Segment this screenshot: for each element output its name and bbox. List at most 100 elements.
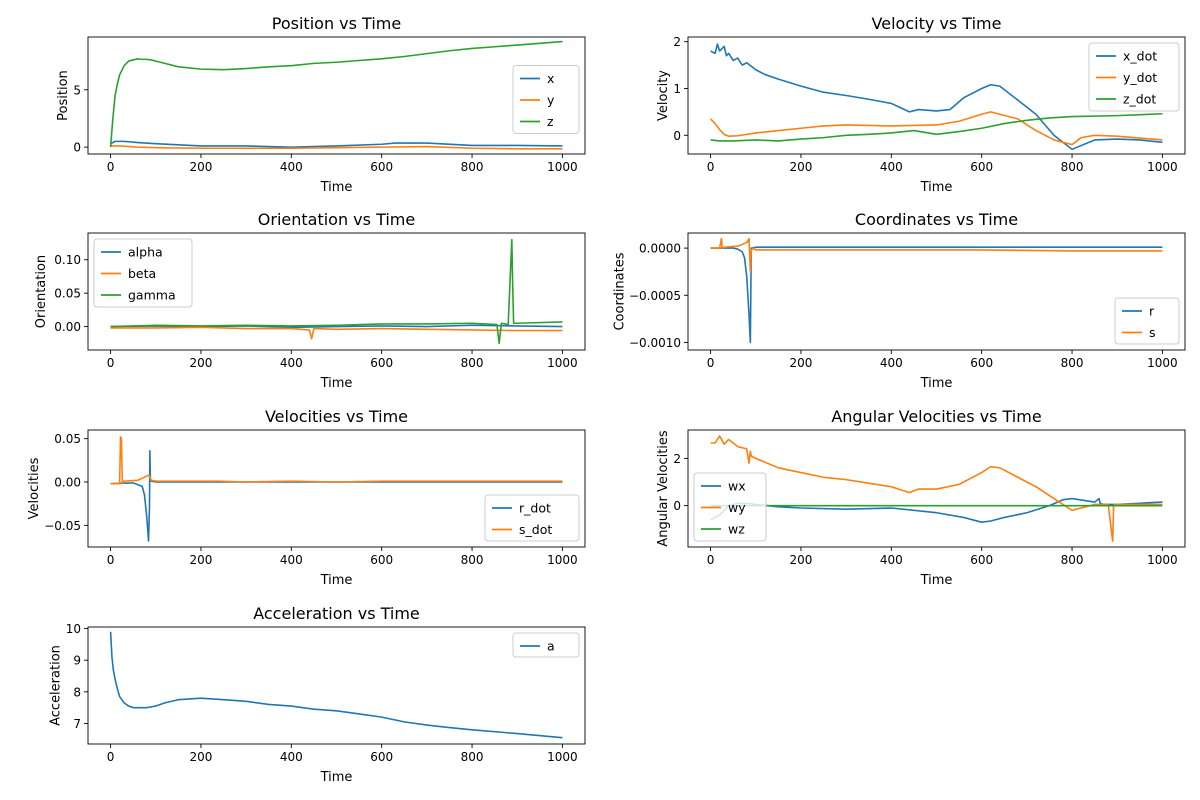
- legend-entry: r_dot: [519, 501, 551, 516]
- x-tick-label: 600: [370, 553, 393, 567]
- series-line-x: [110, 140, 563, 148]
- y-tick-label: 2: [673, 452, 681, 466]
- legend-entry: z_dot: [1123, 92, 1156, 107]
- legend-box: [512, 65, 580, 134]
- chart-5: Angular Velocities vs Time 0 200 400 600 800 1…: [656, 407, 1186, 588]
- x-tick-label: 800: [1061, 356, 1084, 370]
- x-tick-label: 400: [880, 160, 903, 174]
- legend-entry: y: [547, 93, 555, 108]
- x-tick-label: 200: [790, 356, 813, 370]
- x-tick-label: 0: [107, 553, 115, 567]
- legend: a: [512, 632, 580, 658]
- x-tick-label: 1000: [1147, 356, 1178, 370]
- y-tick-label: 0: [673, 129, 681, 143]
- chart-2: Orientation vs Time 0 200 400 600 800 1000 0.00…: [34, 210, 586, 391]
- x-tick-label: 600: [970, 553, 993, 567]
- y-tick-label: 0: [73, 141, 81, 155]
- series-line-a: [109, 631, 563, 739]
- x-tick-label: 400: [880, 356, 903, 370]
- x-tick-label: 1000: [547, 160, 578, 174]
- x-tick-label: 600: [370, 356, 393, 370]
- x-axis-label: Time: [320, 376, 353, 391]
- x-tick-label: 600: [970, 160, 993, 174]
- x-tick-label: 400: [280, 750, 303, 764]
- y-tick-label: 7: [73, 717, 81, 731]
- x-tick-label: 0: [707, 553, 715, 567]
- series-line-y_dot: [710, 111, 1163, 146]
- x-axis-label: Time: [920, 180, 953, 195]
- chart-title: Orientation vs Time: [258, 210, 415, 229]
- series-line-z: [109, 40, 563, 148]
- y-axis-label: Position: [56, 70, 71, 121]
- x-tick-label: 0: [707, 160, 715, 174]
- plot-frame: [687, 36, 1186, 155]
- series-line-x_dot: [710, 43, 1163, 151]
- y-tick-label: −0.05: [44, 519, 81, 533]
- y-axis-label: Coordinates: [613, 252, 628, 330]
- legend: rs: [1114, 297, 1180, 345]
- plot-frame: [87, 626, 586, 745]
- series-line-beta: [110, 326, 563, 340]
- series-line-wy: [710, 435, 1163, 542]
- y-tick-label: 1: [673, 82, 681, 96]
- x-tick-label: 200: [790, 553, 813, 567]
- x-tick-label: 1000: [1147, 553, 1178, 567]
- y-axis-label: Velocity: [656, 70, 671, 121]
- legend-entry: alpha: [128, 245, 163, 260]
- chart-title: Acceleration vs Time: [253, 604, 420, 623]
- legend-entry: wy: [728, 500, 746, 515]
- legend-entry: beta: [128, 266, 156, 281]
- x-tick-label: 400: [280, 160, 303, 174]
- legend-box: [1088, 42, 1180, 112]
- series-line-gamma: [110, 238, 563, 345]
- x-tick-label: 800: [461, 160, 484, 174]
- y-tick-label: 0.00: [54, 320, 81, 334]
- legend-entry: z: [547, 114, 554, 129]
- legend-entry: r: [1149, 304, 1155, 319]
- y-tick-label: 9: [73, 654, 81, 668]
- series-line-s: [710, 237, 1163, 273]
- legend-box: [693, 472, 767, 542]
- legend: x_dot y_dot z_dot: [1088, 42, 1180, 112]
- x-tick-label: 200: [190, 160, 213, 174]
- legend-box: [512, 632, 580, 658]
- series-line-s_dot: [110, 436, 563, 485]
- plot-frame: [87, 232, 586, 351]
- series-line-wx: [710, 497, 1163, 523]
- legend-entry: y_dot: [1123, 70, 1157, 85]
- x-tick-label: 600: [370, 160, 393, 174]
- x-tick-label: 0: [107, 356, 115, 370]
- x-tick-label: 200: [790, 160, 813, 174]
- y-tick-label: 2: [673, 35, 681, 49]
- y-tick-label: 0.0000: [639, 242, 681, 256]
- legend-entry: x: [547, 71, 554, 86]
- x-tick-label: 400: [280, 553, 303, 567]
- x-tick-label: 600: [370, 750, 393, 764]
- legend-entry: wz: [728, 522, 745, 537]
- x-tick-label: 0: [707, 356, 715, 370]
- chart-title: Coordinates vs Time: [855, 210, 1018, 229]
- x-tick-label: 200: [190, 750, 213, 764]
- x-axis-label: Time: [920, 573, 953, 588]
- legend: r_dot s_dot: [484, 494, 580, 542]
- x-tick-label: 200: [190, 356, 213, 370]
- series-line-r: [710, 246, 1163, 344]
- x-tick-label: 0: [107, 160, 115, 174]
- x-tick-label: 800: [461, 750, 484, 764]
- legend-entry: gamma: [128, 288, 176, 303]
- x-axis-label: Time: [920, 376, 953, 391]
- y-tick-label: 10: [66, 622, 81, 636]
- legend-entry: s: [1149, 325, 1156, 340]
- y-tick-label: 5: [73, 83, 81, 97]
- y-tick-label: 0.05: [54, 432, 81, 446]
- x-tick-label: 600: [970, 356, 993, 370]
- x-tick-label: 400: [280, 356, 303, 370]
- x-tick-label: 1000: [547, 553, 578, 567]
- legend-entry: s_dot: [519, 522, 552, 537]
- y-axis-label: Velocities: [27, 457, 42, 519]
- x-tick-label: 1000: [547, 750, 578, 764]
- chart-title: Angular Velocities vs Time: [831, 407, 1041, 426]
- x-tick-label: 800: [1061, 553, 1084, 567]
- chart-0: Position vs Time 0 200 400 600 800 1000 0 5 Time P…: [56, 14, 586, 195]
